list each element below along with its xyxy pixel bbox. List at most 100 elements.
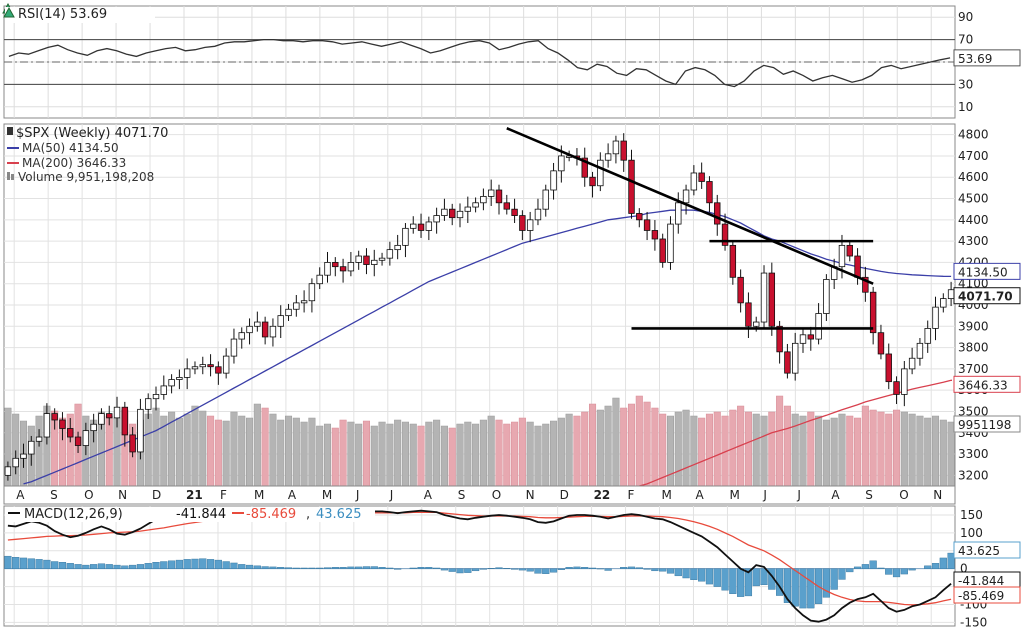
candle-body <box>473 203 479 207</box>
macd-histogram-bar <box>878 568 885 569</box>
volume-bar <box>340 420 347 486</box>
candle-body <box>870 292 876 332</box>
volume-bar <box>433 420 440 486</box>
candle-body <box>114 407 120 418</box>
volume-bar <box>714 412 721 486</box>
macd-hist-last-value: 43.625 <box>958 544 1000 558</box>
candle-body <box>730 245 736 277</box>
volume-bar <box>924 418 931 486</box>
volume-bar <box>893 410 900 486</box>
macd-histogram-bar <box>932 563 939 568</box>
candle-body <box>559 156 565 171</box>
volume-bar <box>441 426 448 486</box>
macd-histogram-bar <box>862 564 869 568</box>
volume-bar <box>769 412 776 486</box>
volume-bar <box>542 424 549 486</box>
price-legend-main: $SPX (Weekly) 4071.70 <box>16 126 168 141</box>
candle-body <box>169 380 175 386</box>
macd-histogram-bar <box>371 567 378 569</box>
x-axis-label: D <box>560 488 569 502</box>
macd-histogram-bar <box>628 567 635 569</box>
macd-histogram-bar <box>620 567 627 568</box>
candle-body <box>699 173 705 182</box>
candle-body <box>239 333 245 339</box>
volume-bar <box>800 416 807 486</box>
macd-last-value: -41.844 <box>958 574 1004 588</box>
rsi-tick-label: 30 <box>958 77 973 91</box>
volume-bar <box>823 420 830 486</box>
price-tick-label: 4600 <box>958 170 989 184</box>
rsi-last-value: 53.69 <box>958 52 992 66</box>
macd-histogram-bar <box>238 564 245 568</box>
x-axis-label: N <box>526 488 535 502</box>
macd-histogram-bar <box>145 563 152 568</box>
x-axis-label: J <box>762 488 767 502</box>
macd-histogram-bar <box>28 559 35 569</box>
candle-body <box>52 414 58 420</box>
price-tick-label: 3800 <box>958 341 989 355</box>
candle-body <box>270 326 276 337</box>
volume-bar <box>527 422 534 486</box>
candle-body <box>598 160 604 186</box>
macd-histogram-bar <box>480 569 487 570</box>
x-axis-label: O <box>899 488 908 502</box>
x-axis-label: 21 <box>186 488 203 502</box>
candle-body <box>948 290 954 299</box>
macd-histogram-bar <box>909 569 916 570</box>
volume-bar <box>776 396 783 486</box>
macd-histogram-bar <box>293 568 300 569</box>
macd-histogram-bar <box>496 568 503 569</box>
volume-bar <box>387 424 394 486</box>
volume-bar <box>550 421 557 486</box>
volume-bar <box>277 420 284 486</box>
candle-body <box>286 309 292 315</box>
volume-bar <box>472 424 479 486</box>
candle-body <box>177 377 183 379</box>
volume-bar <box>558 418 565 486</box>
macd-histogram-bar <box>67 563 74 568</box>
price-tick-label: 3900 <box>958 319 989 333</box>
candle-body <box>60 420 66 429</box>
macd-histogram-bar <box>644 569 651 570</box>
candle-body <box>660 239 666 262</box>
candle-body <box>5 467 11 476</box>
rsi-legend: RSI(14) 53.69 <box>18 7 107 22</box>
macd-histogram-bar <box>581 567 588 568</box>
macd-histogram-bar <box>309 568 316 569</box>
macd-histogram-bar <box>472 569 479 571</box>
volume-bar <box>885 414 892 486</box>
volume-bar <box>761 416 768 486</box>
candle-body <box>909 358 915 369</box>
candle-body <box>75 437 81 446</box>
macd-tick-label: 150 <box>960 508 983 522</box>
volume-bar <box>301 422 308 486</box>
volume-bar <box>457 424 464 486</box>
candle-body <box>309 284 315 301</box>
macd-signal-last-value: -85.469 <box>958 589 1004 603</box>
candle-body <box>208 365 214 367</box>
candle-body <box>535 209 541 220</box>
volume-bar <box>839 414 846 486</box>
candle-body <box>691 173 697 190</box>
x-axis-label: N <box>933 488 942 502</box>
candle-body <box>317 275 323 284</box>
volume-bar <box>659 414 666 486</box>
macd-histogram-bar <box>153 562 160 568</box>
candle-body <box>223 356 229 373</box>
macd-histogram-bar <box>215 560 222 569</box>
volume-bar <box>620 408 627 486</box>
volume-bar <box>613 398 620 486</box>
macd-histogram-bar <box>449 569 456 572</box>
volume-bar <box>231 412 238 486</box>
volume-bar <box>207 416 214 486</box>
x-axis-label: J <box>796 488 801 502</box>
x-axis-label: M <box>729 488 739 502</box>
x-axis-label: F <box>628 488 635 502</box>
volume-bar <box>238 416 245 486</box>
candle-body <box>839 245 845 266</box>
macd-histogram-bar <box>114 565 121 569</box>
macd-histogram-bar <box>433 568 440 569</box>
rsi-tick-label: 90 <box>958 10 973 24</box>
